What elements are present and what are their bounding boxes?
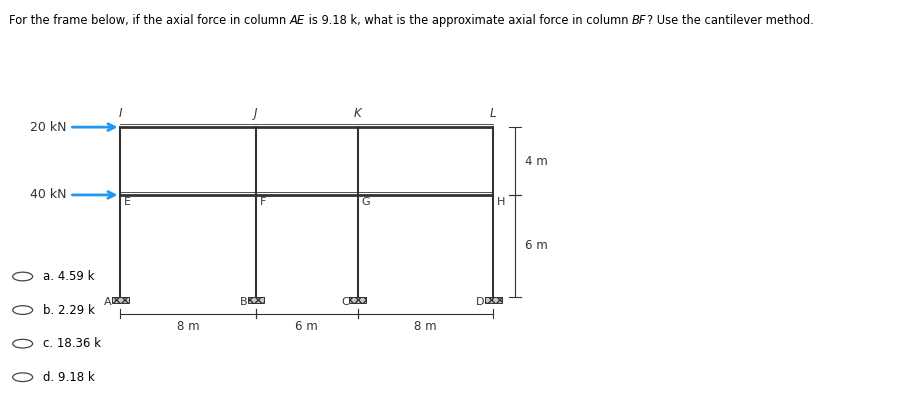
FancyBboxPatch shape: [112, 297, 129, 303]
Text: d. 9.18 k: d. 9.18 k: [43, 371, 95, 384]
FancyBboxPatch shape: [247, 297, 265, 303]
FancyBboxPatch shape: [485, 297, 502, 303]
Text: For the frame below, if the axial force in column: For the frame below, if the axial force …: [9, 14, 290, 27]
Text: b. 2.29 k: b. 2.29 k: [43, 304, 95, 316]
Text: 4 m: 4 m: [525, 154, 547, 167]
Text: C: C: [342, 297, 349, 307]
Text: is 9.18 k, what is the approximate axial force in column: is 9.18 k, what is the approximate axial…: [305, 14, 632, 27]
Text: BF: BF: [632, 14, 647, 27]
Text: K: K: [354, 107, 361, 120]
Text: a. 4.59 k: a. 4.59 k: [43, 270, 95, 283]
Text: 6 m: 6 m: [525, 239, 547, 252]
Text: J: J: [255, 107, 258, 120]
Text: L: L: [490, 107, 496, 120]
Text: 8 m: 8 m: [177, 320, 199, 333]
Text: F: F: [259, 198, 265, 207]
Text: 8 m: 8 m: [414, 320, 437, 333]
Text: D: D: [477, 297, 485, 307]
Text: 6 m: 6 m: [295, 320, 318, 333]
Text: B: B: [240, 297, 247, 307]
Text: A: A: [104, 297, 112, 307]
FancyBboxPatch shape: [349, 297, 366, 303]
Text: H: H: [496, 198, 506, 207]
Text: I: I: [119, 107, 122, 120]
Text: AE: AE: [290, 14, 305, 27]
Text: E: E: [124, 198, 130, 207]
Text: G: G: [361, 198, 370, 207]
Text: c. 18.36 k: c. 18.36 k: [43, 337, 101, 350]
Text: 20 kN: 20 kN: [30, 120, 66, 134]
Text: 40 kN: 40 kN: [30, 188, 66, 201]
Text: ? Use the cantilever method.: ? Use the cantilever method.: [647, 14, 814, 27]
